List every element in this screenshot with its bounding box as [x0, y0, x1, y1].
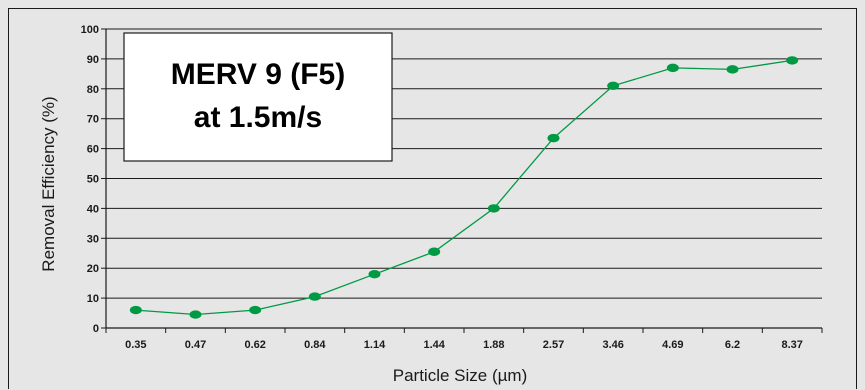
data-point-1.44: [428, 247, 441, 256]
x-tick-label: 6.2: [725, 339, 740, 351]
data-point-3.46: [607, 81, 620, 91]
chart-title-box: MERV 9 (F5) at 1.5m/s: [123, 32, 393, 162]
data-point-1.88: [487, 204, 500, 213]
x-tick-label: 1.14: [364, 339, 386, 351]
x-tick-label: 0.47: [185, 339, 206, 351]
chart-title-line-1: MERV 9 (F5): [171, 58, 345, 91]
x-tick-label: 0.35: [125, 339, 146, 351]
y-tick-label: 90: [87, 54, 99, 66]
x-tick-label: 3.46: [602, 339, 623, 351]
data-point-2.57: [547, 133, 560, 143]
data-point-0.47: [189, 310, 202, 319]
data-point-8.37: [786, 56, 799, 65]
data-point-0.62: [249, 305, 262, 315]
y-tick-label: 0: [93, 323, 99, 335]
data-point-4.69: [666, 63, 679, 73]
series-line: [135, 59, 793, 316]
x-tick-label: 0.62: [244, 339, 265, 351]
data-point-0.84: [308, 292, 321, 301]
y-tick-label: 80: [87, 84, 99, 96]
y-tick-label: 70: [87, 114, 99, 126]
y-tick-label: 50: [87, 174, 99, 186]
y-tick-labels: 0 10 20 30 40 50 60 70 80 90 100: [81, 24, 99, 335]
x-tick-label: 2.57: [543, 339, 564, 351]
y-tick-label: 40: [87, 203, 99, 215]
y-tick-label: 100: [81, 24, 99, 36]
title-box-background: [123, 32, 393, 162]
series-efficiency: [129, 56, 799, 319]
x-tick-label: 1.88: [483, 339, 504, 351]
chart-title-line-2: at 1.5m/s: [194, 101, 322, 134]
chart-svg: 0 10 20 30 40 50 60 70 80 90 100 0.35 0.47 0.62 0.84 1…: [39, 24, 823, 385]
x-tick-label: 1.44: [423, 339, 445, 351]
axes: [101, 28, 823, 333]
data-point-6.2: [726, 65, 739, 74]
x-tick-label: 0.84: [304, 339, 326, 351]
x-axis-label: Particle Size (µm): [393, 366, 527, 385]
chart-container: 0 10 20 30 40 50 60 70 80 90 100 0.35 0.47 0.62 0.84 1…: [8, 8, 857, 389]
x-tick-label: 8.37: [781, 339, 802, 351]
x-tick-label: 4.69: [662, 339, 683, 351]
y-axis-label: Removal Efficiency (%): [39, 96, 58, 271]
x-tick-labels: 0.35 0.47 0.62 0.84 1.14 1.44 1.88 2.57 3.46 4.69…: [125, 339, 803, 351]
y-tick-label: 30: [87, 233, 99, 245]
data-point-1.14: [368, 269, 381, 279]
y-tick-label: 10: [87, 293, 99, 305]
y-tick-label: 20: [87, 263, 99, 275]
data-point-0.35: [129, 305, 142, 315]
y-tick-label: 60: [87, 144, 99, 156]
